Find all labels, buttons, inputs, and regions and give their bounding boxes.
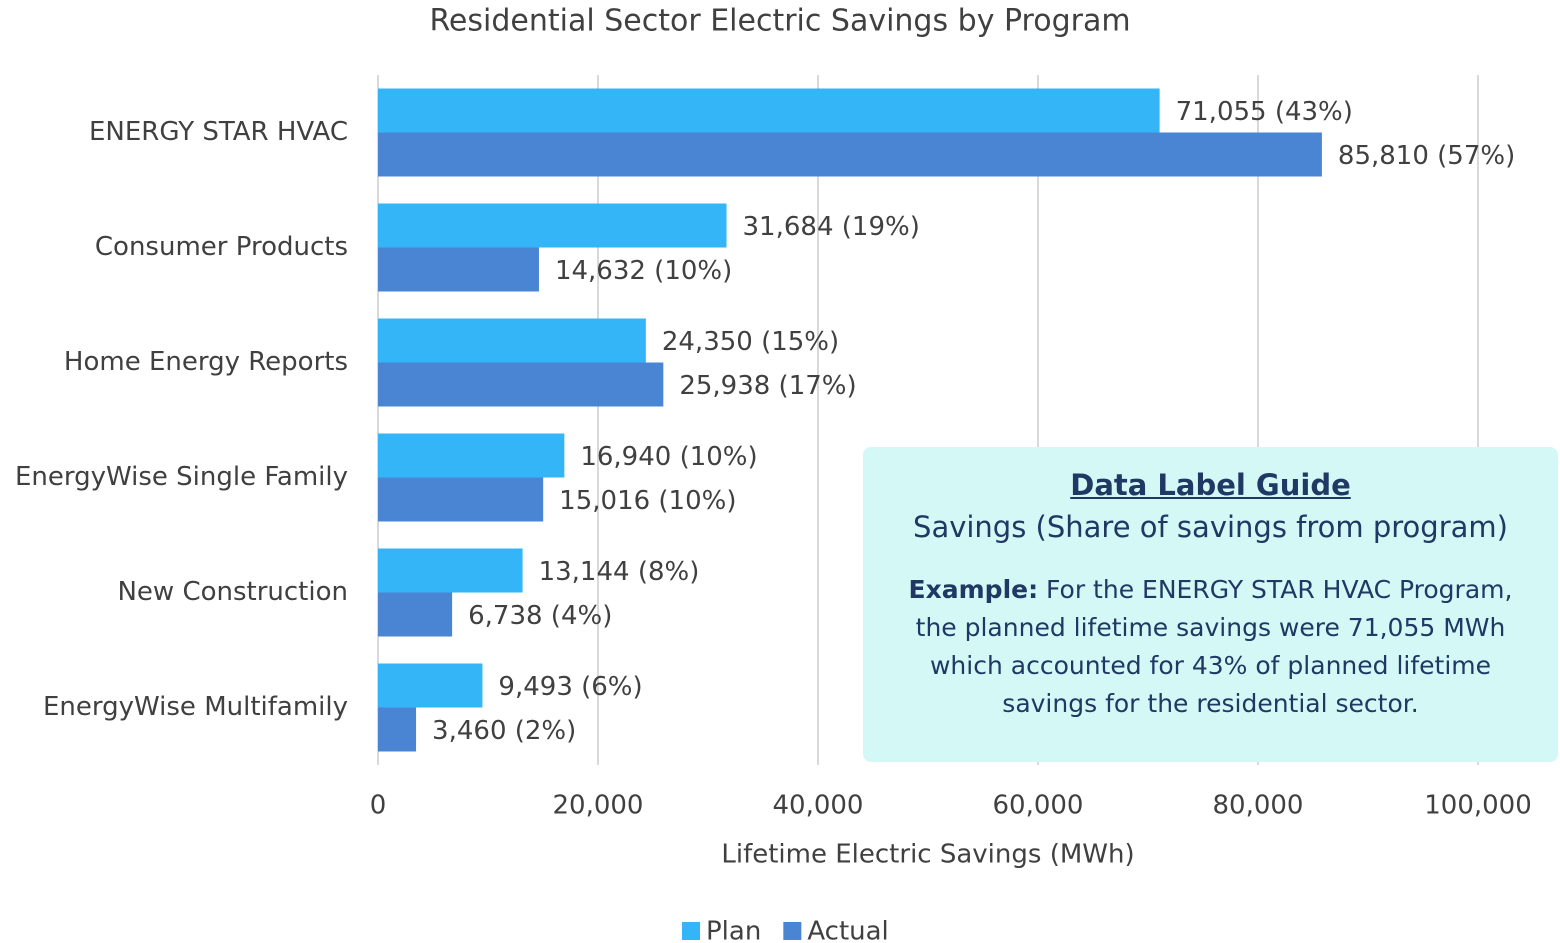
data-label: 13,144 (8%) — [539, 557, 700, 587]
legend-swatch — [783, 922, 802, 940]
data-label: 31,684 (19%) — [743, 212, 920, 242]
chart-title: Residential Sector Electric Savings by P… — [429, 4, 1130, 39]
x-tick-label: 40,000 — [773, 791, 864, 821]
data-label: 85,810 (57%) — [1338, 141, 1515, 171]
bar — [378, 362, 664, 407]
bar — [378, 592, 453, 637]
x-tick-label: 60,000 — [993, 791, 1084, 821]
bar — [378, 433, 565, 478]
bar — [378, 88, 1160, 133]
annotation-title: Data Label Guide — [1070, 468, 1351, 502]
legend-label: Actual — [807, 917, 888, 943]
y-tick-label: Consumer Products — [95, 232, 348, 262]
data-label: 16,940 (10%) — [580, 442, 757, 472]
annotation-subtitle: Savings (Share of savings from program) — [913, 510, 1508, 544]
data-label: 14,632 (10%) — [555, 256, 732, 286]
legend-label: Plan — [706, 917, 761, 943]
bar — [378, 663, 483, 708]
bar — [378, 318, 646, 363]
x-tick-label: 80,000 — [1213, 791, 1304, 821]
bar — [378, 247, 539, 292]
y-tick-label: Home Energy Reports — [64, 347, 348, 377]
data-label: 71,055 (43%) — [1176, 97, 1353, 127]
bar — [378, 203, 727, 248]
bar — [378, 548, 523, 593]
x-tick-label: 0 — [370, 791, 387, 821]
legend-swatch — [682, 922, 700, 940]
y-tick-label: ENERGY STAR HVAC — [89, 117, 348, 147]
bar — [378, 707, 417, 752]
annotation-example: Example: For the ENERGY STAR HVAC Progra… — [893, 571, 1528, 723]
data-label: 24,350 (15%) — [662, 327, 839, 357]
example-text: For the ENERGY STAR HVAC Program, the pl… — [915, 575, 1513, 718]
data-label: 25,938 (17%) — [679, 371, 856, 401]
bar — [378, 132, 1322, 177]
annotation-box: Data Label Guide Savings (Share of savin… — [863, 447, 1558, 762]
data-label: 6,738 (4%) — [468, 601, 612, 631]
x-tick-label: 20,000 — [553, 791, 644, 821]
bar — [378, 477, 544, 522]
data-label: 3,460 (2%) — [432, 716, 576, 746]
y-tick-label: EnergyWise Multifamily — [43, 692, 348, 722]
data-label: 9,493 (6%) — [498, 672, 642, 702]
x-tick-label: 100,000 — [1424, 791, 1532, 821]
x-axis-label: Lifetime Electric Savings (MWh) — [721, 840, 1134, 870]
y-tick-label: EnergyWise Single Family — [15, 462, 348, 492]
y-tick-label: New Construction — [117, 577, 348, 607]
example-label: Example: — [908, 575, 1039, 604]
data-label: 15,016 (10%) — [559, 486, 736, 516]
